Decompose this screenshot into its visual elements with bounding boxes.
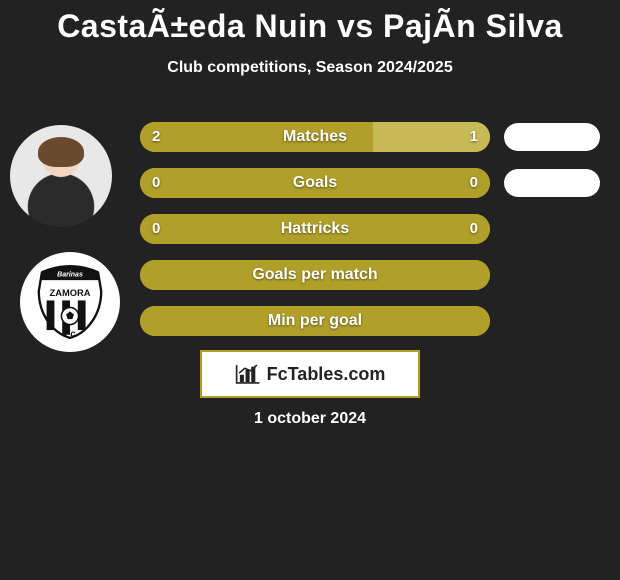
- stat-row: Matches21: [0, 122, 620, 168]
- branding-box: FcTables.com: [200, 350, 420, 398]
- stat-row: Goals00: [0, 168, 620, 214]
- stat-bar-track: [140, 168, 490, 198]
- stat-row: Goals per match: [0, 260, 620, 306]
- stat-bar-track: [140, 306, 490, 336]
- stat-row: Min per goal: [0, 306, 620, 352]
- stat-row: Hattricks00: [0, 214, 620, 260]
- branding-text: FcTables.com: [267, 364, 386, 385]
- page-title: CastaÃ±eda Nuin vs PajÃn Silva: [0, 0, 620, 45]
- player-right-chip: [504, 169, 600, 197]
- stat-rows: Matches21Goals00Hattricks00Goals per mat…: [0, 122, 620, 352]
- stat-bar-track: [140, 260, 490, 290]
- bar-chart-icon: [235, 363, 261, 385]
- stat-bar-left: [140, 214, 490, 244]
- stat-bar-left: [140, 168, 490, 198]
- as-of-date: 1 october 2024: [0, 410, 620, 428]
- stat-bar-left: [140, 260, 490, 290]
- page-subtitle: Club competitions, Season 2024/2025: [0, 59, 620, 77]
- stat-bar-left: [140, 306, 490, 336]
- stat-bar-right: [373, 122, 490, 152]
- stat-bar-track: [140, 122, 490, 152]
- player-right-chip: [504, 123, 600, 151]
- stat-bar-track: [140, 214, 490, 244]
- stat-bar-left: [140, 122, 373, 152]
